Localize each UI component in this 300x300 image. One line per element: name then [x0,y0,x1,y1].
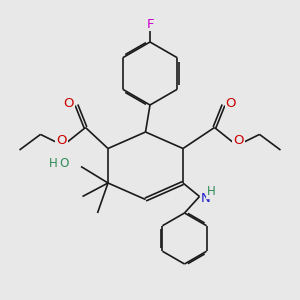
Text: O: O [64,97,74,110]
Text: O: O [56,134,67,147]
Text: H: H [207,185,216,198]
Text: O: O [226,97,236,110]
Text: F: F [146,17,154,31]
Text: N: N [200,191,210,205]
Text: O: O [233,134,244,147]
Text: H O: H O [49,157,69,170]
